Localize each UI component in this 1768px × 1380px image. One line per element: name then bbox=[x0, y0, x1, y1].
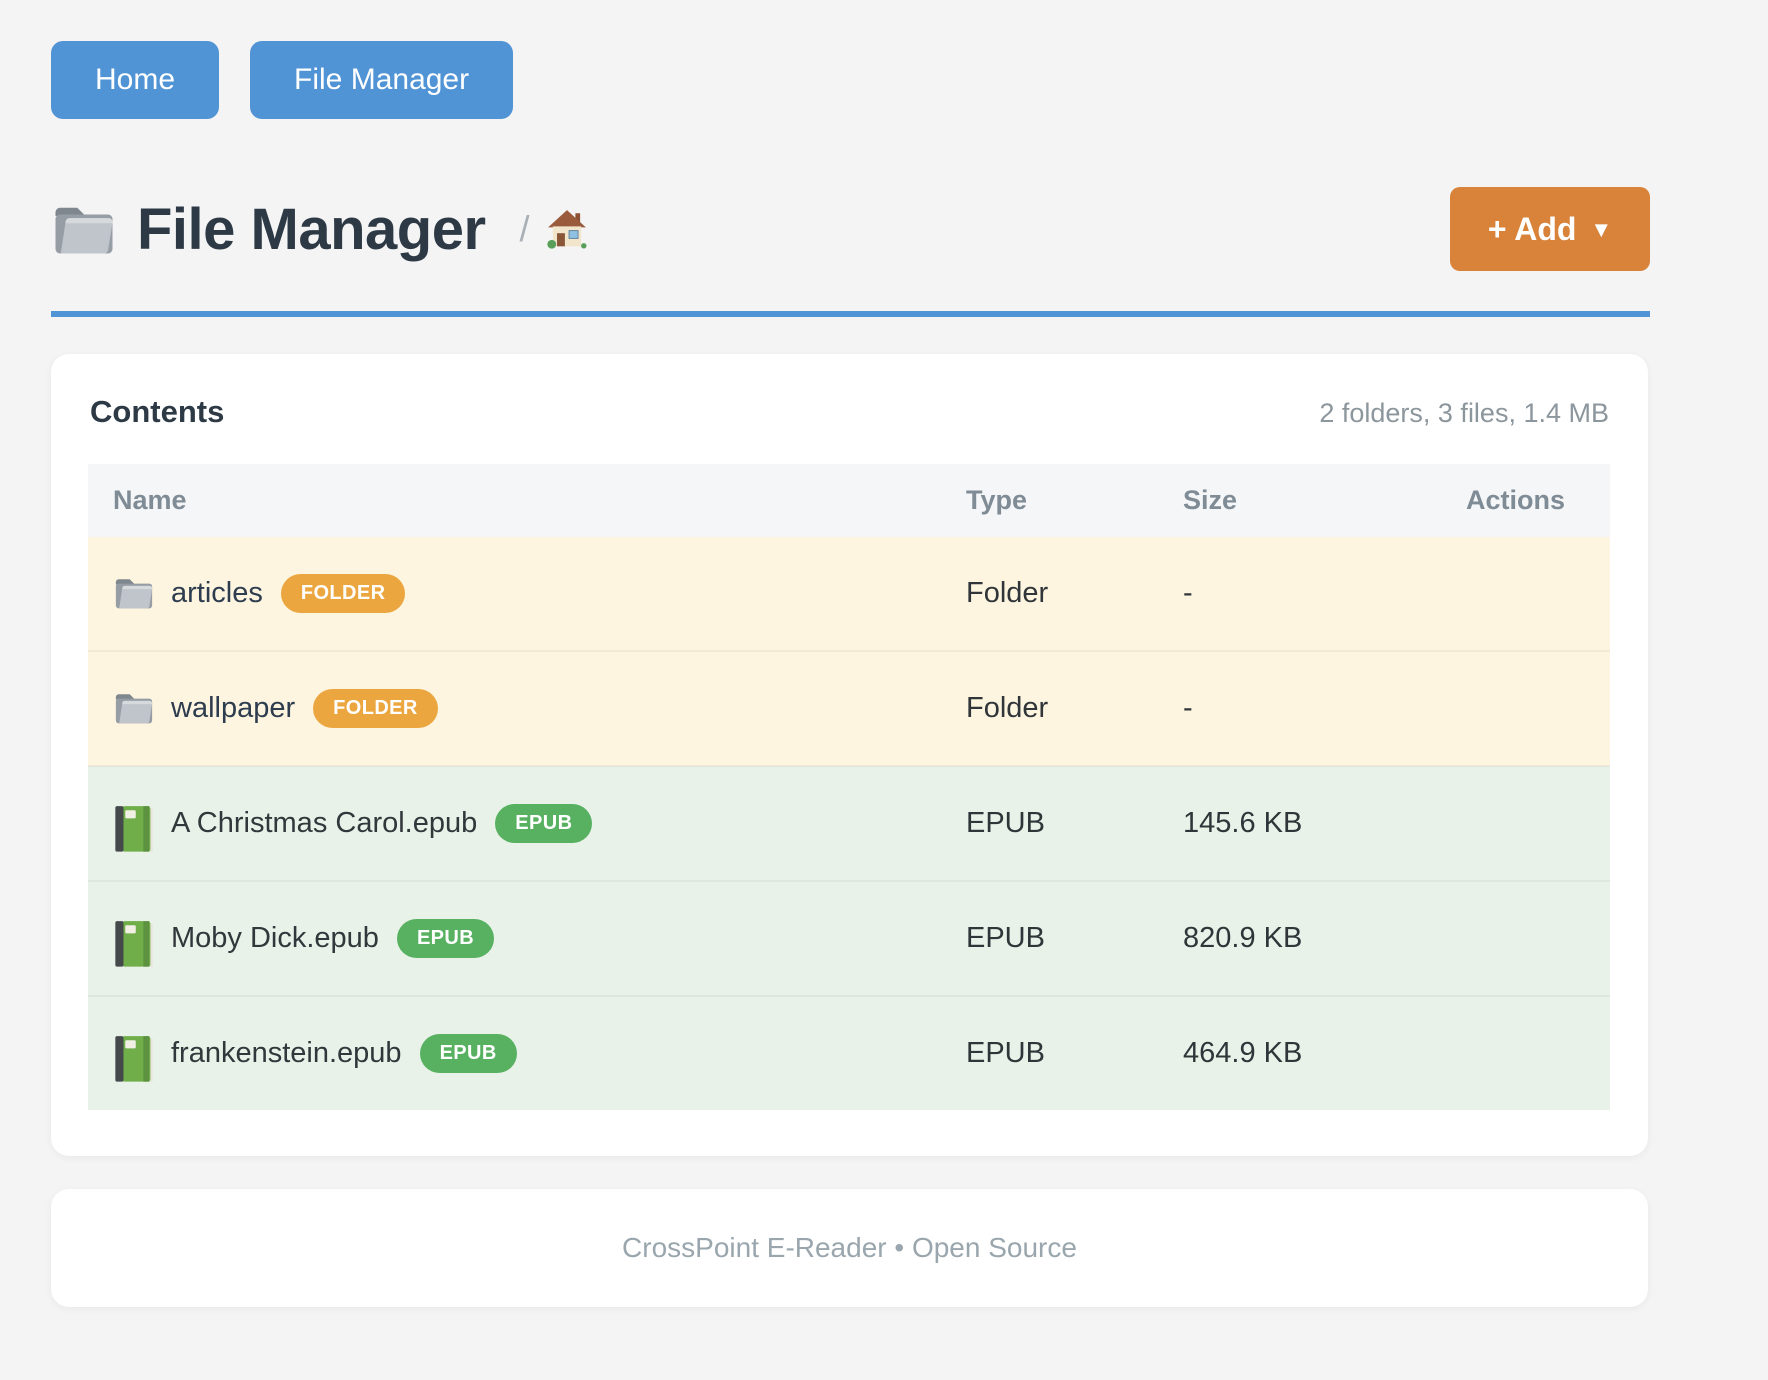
file-name-link[interactable]: frankenstein.epub bbox=[171, 1037, 402, 1069]
type-cell: EPUB bbox=[966, 922, 1045, 954]
size-cell: - bbox=[1183, 577, 1193, 609]
column-header-actions: Actions bbox=[1466, 464, 1610, 537]
column-header-size: Size bbox=[1183, 464, 1466, 537]
green-book-icon bbox=[113, 920, 155, 967]
file-name-link[interactable]: Moby Dick.epub bbox=[171, 922, 379, 954]
footer: CrossPoint E-Reader • Open Source bbox=[51, 1189, 1648, 1307]
table-row: articles FOLDER Folder - bbox=[88, 537, 1610, 651]
folder-icon bbox=[51, 201, 117, 257]
page-title: File Manager bbox=[137, 196, 486, 262]
file-name-link[interactable]: A Christmas Carol.epub bbox=[171, 807, 478, 839]
type-cell: EPUB bbox=[966, 1037, 1045, 1069]
add-button-label: + Add bbox=[1487, 210, 1577, 247]
column-header-type: Type bbox=[966, 464, 1183, 537]
type-cell: EPUB bbox=[966, 807, 1045, 839]
table-row: frankenstein.epub EPUB EPUB 464.9 KB bbox=[88, 996, 1610, 1110]
type-cell: Folder bbox=[966, 692, 1049, 724]
file-type-badge: FOLDER bbox=[313, 689, 438, 728]
size-cell: - bbox=[1183, 692, 1193, 724]
file-table: Name Type Size Actions articles FOLDER F… bbox=[88, 464, 1610, 1110]
file-type-badge: EPUB bbox=[396, 919, 495, 958]
green-book-icon bbox=[113, 1035, 155, 1082]
contents-summary: 2 folders, 3 files, 1.4 MB bbox=[1319, 398, 1609, 428]
breadcrumb: / bbox=[520, 208, 588, 250]
file-type-badge: FOLDER bbox=[280, 574, 406, 613]
file-type-badge: EPUB bbox=[419, 1034, 517, 1073]
file-manager-button[interactable]: File Manager bbox=[250, 41, 514, 119]
file-name-link[interactable]: wallpaper bbox=[171, 692, 296, 724]
table-row: A Christmas Carol.epub EPUB EPUB 145.6 K… bbox=[88, 766, 1610, 881]
table-row: wallpaper FOLDER Folder - bbox=[88, 651, 1610, 766]
file-type-badge: EPUB bbox=[495, 804, 593, 843]
breadcrumb-separator: / bbox=[519, 208, 530, 249]
size-cell: 145.6 KB bbox=[1183, 807, 1303, 839]
file-name-link[interactable]: articles bbox=[171, 577, 263, 609]
page: Home File Manager File Manager / + Add ▼ bbox=[51, 41, 1650, 1307]
green-book-icon bbox=[113, 805, 155, 852]
size-cell: 820.9 KB bbox=[1183, 922, 1303, 954]
folder-icon bbox=[113, 690, 155, 728]
chevron-down-icon: ▼ bbox=[1590, 217, 1613, 242]
home-icon[interactable] bbox=[546, 208, 588, 250]
size-cell: 464.9 KB bbox=[1183, 1037, 1303, 1069]
column-header-name: Name bbox=[88, 464, 966, 537]
type-cell: Folder bbox=[966, 577, 1049, 609]
nav-bar: Home File Manager bbox=[51, 41, 1650, 119]
contents-heading: Contents bbox=[90, 394, 225, 429]
contents-card: Contents 2 folders, 3 files, 1.4 MB Name… bbox=[51, 354, 1648, 1156]
home-button[interactable]: Home bbox=[51, 41, 220, 119]
add-button[interactable]: + Add ▼ bbox=[1450, 187, 1650, 271]
footer-text: CrossPoint E-Reader • Open Source bbox=[622, 1232, 1077, 1263]
title-divider bbox=[51, 311, 1650, 317]
folder-icon bbox=[113, 575, 155, 613]
page-header: File Manager / + Add ▼ bbox=[51, 187, 1650, 271]
table-header-row: Name Type Size Actions bbox=[88, 464, 1610, 537]
table-row: Moby Dick.epub EPUB EPUB 820.9 KB bbox=[88, 881, 1610, 996]
